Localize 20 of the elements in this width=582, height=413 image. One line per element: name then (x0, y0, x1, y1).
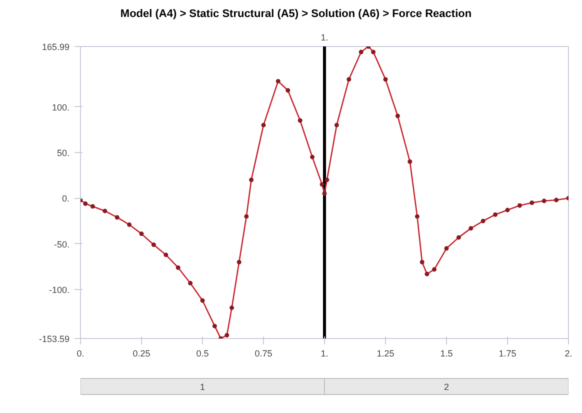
y-tick-label: 50. (56, 148, 70, 158)
ref-line-label: 1. (320, 32, 328, 42)
x-tick-label: 0.25 (132, 348, 150, 358)
y-tick-label: 0. (62, 194, 70, 204)
y-tick-label: 165.99 (42, 42, 70, 52)
x-tick-label: 0.75 (254, 348, 272, 358)
x-tick-label: 0. (76, 348, 84, 358)
x-tick-label: 0.5 (196, 348, 209, 358)
x-tick-label: 1.75 (498, 348, 516, 358)
chart-title: Model (A4) > Static Structural (A5) > Solution (A6) > Force Reaction (119, 7, 473, 22)
y-tick-label: -50. (54, 239, 70, 250)
y-tick-label: -153.59 (38, 334, 70, 344)
y-tick-label: -100. (48, 285, 70, 296)
y-tick-label: 100. (52, 102, 70, 112)
x-tick-label: 1.5 (440, 348, 453, 358)
x-tick-label: 1.25 (376, 348, 394, 358)
text: 2 (444, 382, 450, 392)
x-tick-label: 2. (564, 348, 572, 358)
text: 1 (200, 382, 206, 392)
x-tick-label: 1. (320, 348, 328, 358)
